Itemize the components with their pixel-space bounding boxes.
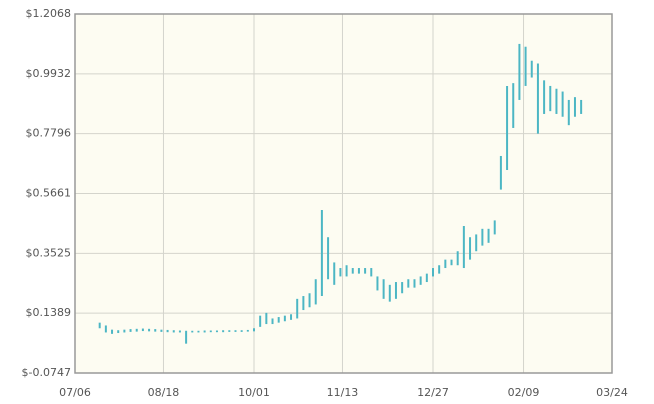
plot-border: [74, 13, 613, 374]
x-tick-label: 10/01: [238, 386, 270, 399]
y-tick-label: $0.9932: [26, 67, 72, 80]
x-tick-label: 03/24: [596, 386, 628, 399]
y-tick-label: $0.5661: [26, 186, 72, 199]
x-tick-label: 11/13: [327, 386, 359, 399]
y-tick-label: $0.7796: [26, 127, 72, 140]
x-tick-label: 07/06: [59, 386, 91, 399]
y-tick-label: $0.3525: [26, 246, 72, 259]
y-tick-label: $0.1389: [26, 306, 72, 319]
y-tick-label: $-0.0747: [22, 366, 71, 379]
y-tick-label: $1.2068: [26, 7, 72, 20]
x-tick-label: 02/09: [508, 386, 540, 399]
x-tick-label: 12/27: [417, 386, 449, 399]
x-tick-label: 08/18: [148, 386, 180, 399]
